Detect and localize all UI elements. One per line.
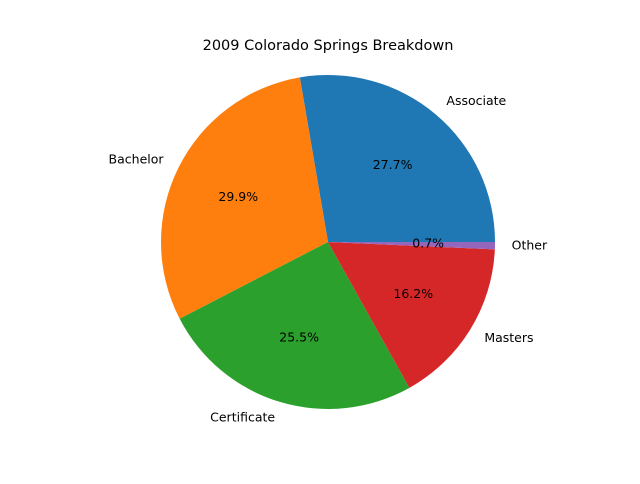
pie-slice-associate: [299, 75, 495, 242]
pie-slice-masters: [328, 242, 495, 388]
chart-title: 2009 Colorado Springs Breakdown: [203, 38, 454, 54]
pie-labels: Associate 27.7% Bachelor 29.9% Certificate 25…: [109, 93, 548, 424]
slice-label-masters: Masters: [484, 330, 533, 345]
slice-label-associate: Associate: [446, 93, 506, 108]
pie-slice-other: [328, 242, 496, 250]
slice-label-bachelor: Bachelor: [109, 152, 165, 167]
slice-percent-certificate: 25.5%: [279, 329, 319, 344]
pie-slice-certificate: [179, 242, 410, 410]
slice-percent-bachelor: 29.9%: [218, 189, 258, 204]
slice-label-other: Other: [512, 238, 548, 253]
slice-percent-masters: 16.2%: [393, 286, 433, 301]
pie-slice-bachelor: [161, 77, 328, 319]
slice-percent-other: 0.7%: [412, 236, 444, 251]
slice-percent-associate: 27.7%: [373, 157, 413, 172]
pie-slices: [161, 75, 496, 410]
slice-label-certificate: Certificate: [210, 409, 275, 424]
